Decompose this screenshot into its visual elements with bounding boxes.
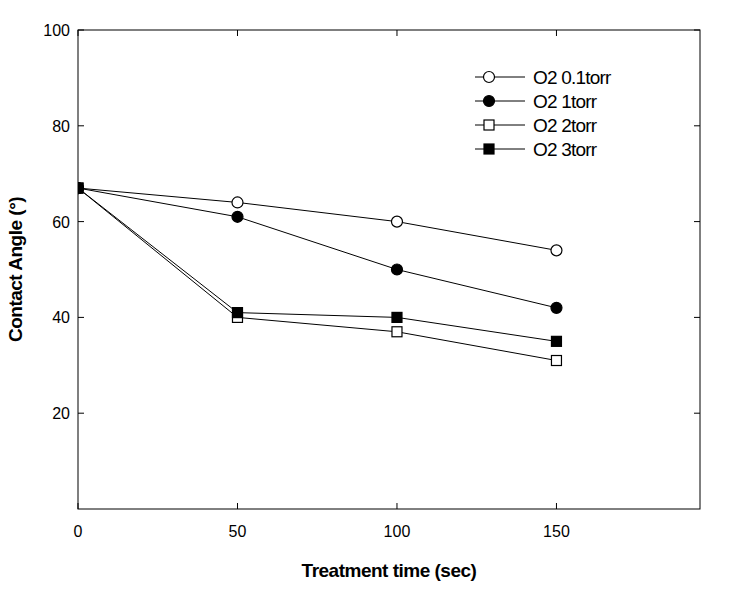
series-marker — [78, 183, 83, 193]
chart: 0 50 100 150 20 40 60 80 100 Treatment time (sec)… — [0, 0, 754, 599]
series-line — [78, 188, 556, 250]
series-marker — [551, 336, 561, 346]
series-marker — [232, 197, 243, 208]
x-tick — [396, 30, 397, 36]
x-tick-label: 100 — [384, 523, 411, 540]
series-marker — [391, 264, 402, 275]
x-tick — [78, 30, 79, 36]
x-tick — [556, 30, 557, 36]
legend-label: O2 3torr — [533, 139, 598, 160]
y-tick — [694, 125, 700, 126]
legend-line — [475, 125, 525, 126]
series-marker — [232, 308, 242, 318]
legend-label: O2 1torr — [533, 91, 598, 112]
plot-frame — [78, 30, 700, 509]
series-line — [78, 188, 556, 341]
legend-marker — [484, 96, 495, 107]
series-marker — [391, 216, 402, 227]
legend-marker — [484, 120, 494, 130]
x-tick — [237, 503, 238, 509]
series-line — [78, 188, 556, 308]
legend-marker — [484, 72, 495, 83]
y-tick — [78, 125, 84, 126]
x-tick-label: 150 — [543, 523, 570, 540]
legend: O2 0.1torr O2 1torr O2 2torr O2 3torr — [475, 67, 612, 160]
series-marker — [232, 211, 243, 222]
y-tick — [694, 317, 700, 318]
series-marker — [78, 183, 84, 194]
legend-line — [475, 77, 525, 78]
legend-marker — [484, 144, 494, 154]
series-line — [78, 188, 556, 360]
legend-line — [475, 101, 525, 102]
x-axis-label: Treatment time (sec) — [302, 560, 477, 581]
y-tick — [78, 413, 84, 414]
legend-label: O2 0.1torr — [533, 67, 612, 88]
y-tick-label: 20 — [52, 405, 70, 422]
y-tick — [78, 30, 84, 31]
y-tick — [78, 221, 84, 222]
plot-area — [78, 183, 562, 366]
x-tick — [556, 503, 557, 509]
x-tick — [396, 503, 397, 509]
y-tick — [694, 221, 700, 222]
y-tick-label: 60 — [52, 214, 70, 231]
series-marker — [551, 356, 561, 366]
x-tick-label: 0 — [74, 523, 83, 540]
x-tick-label: 50 — [229, 523, 247, 540]
y-tick — [694, 413, 700, 414]
y-axis-label: Contact Angle (°) — [5, 197, 26, 342]
x-tick — [237, 30, 238, 36]
y-tick — [78, 317, 84, 318]
y-tick — [694, 30, 700, 31]
y-tick-label: 80 — [52, 118, 70, 135]
series-marker — [78, 183, 84, 194]
y-tick-label: 40 — [52, 309, 70, 326]
legend-line — [475, 149, 525, 150]
series-marker — [392, 312, 402, 322]
series-marker — [78, 183, 83, 193]
y-tick-label: 100 — [43, 22, 70, 39]
series-marker — [392, 327, 402, 337]
legend-label: O2 2torr — [533, 115, 598, 136]
series-marker — [551, 245, 562, 256]
series-marker — [551, 302, 562, 313]
x-tick — [78, 503, 79, 509]
